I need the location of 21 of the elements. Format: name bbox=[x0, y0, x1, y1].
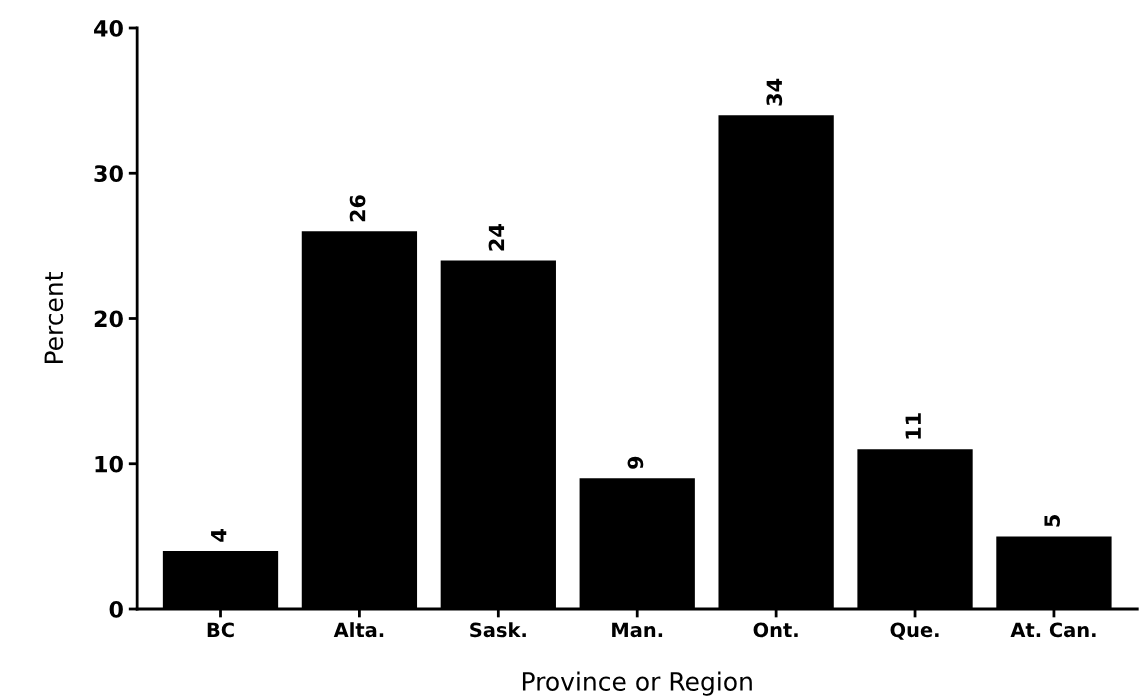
x-tick-label: At. Can. bbox=[1010, 622, 1096, 638]
data-label: 5 bbox=[1044, 515, 1060, 527]
data-label: 24 bbox=[488, 224, 505, 251]
x-tick-label: Man. bbox=[612, 622, 663, 638]
x-tick-label: Alta. bbox=[333, 622, 384, 638]
y-tick-label: 0 bbox=[109, 600, 123, 618]
y-tick-label: 40 bbox=[94, 19, 123, 37]
data-label: 34 bbox=[766, 78, 783, 106]
data-label: 4 bbox=[211, 529, 227, 542]
y-tick-label: 10 bbox=[95, 455, 123, 473]
x-tick-label: BC bbox=[207, 622, 234, 638]
data-label: 26 bbox=[349, 195, 366, 222]
data-label: 9 bbox=[627, 456, 644, 469]
data-label: 11 bbox=[905, 413, 921, 439]
x-tick-label: Ont. bbox=[753, 622, 798, 638]
y-axis-title: Percent bbox=[44, 272, 64, 364]
x-tick-label: Que. bbox=[890, 622, 939, 640]
x-axis-title: Province or Region bbox=[522, 671, 752, 696]
y-tick-label: 20 bbox=[94, 310, 123, 328]
x-tick-label: Sask. bbox=[470, 622, 526, 638]
y-tick-label: 30 bbox=[94, 165, 123, 183]
